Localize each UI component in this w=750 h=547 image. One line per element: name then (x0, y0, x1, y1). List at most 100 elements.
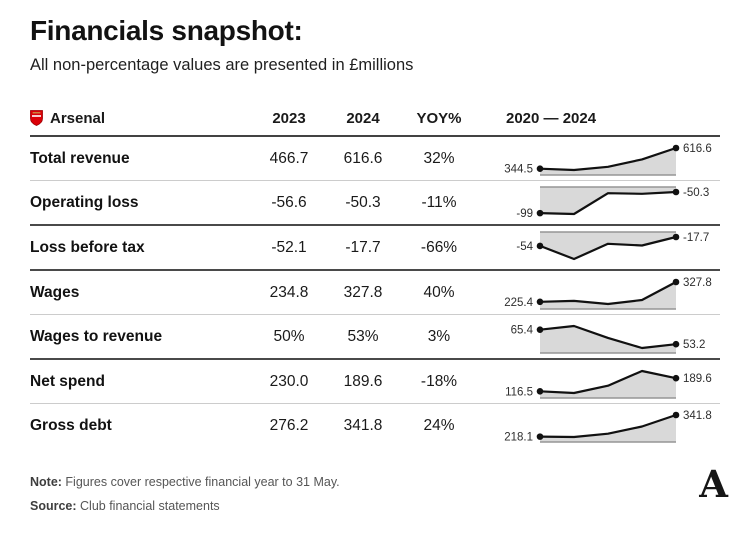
sparkline-line (539, 413, 677, 438)
value-2023: -56.6 (271, 193, 307, 211)
sparkline-area (540, 370, 676, 398)
sparkline-chart: 344.5 616.6 (504, 143, 712, 176)
metric-label: Operating loss (30, 193, 139, 211)
sparkline-cell: 344.5 616.6 (478, 137, 720, 180)
value-yoy: -18% (420, 372, 458, 390)
page-title: Financials snapshot: (30, 15, 303, 46)
row-divider-thin (30, 403, 720, 405)
value-2024: -17.7 (345, 238, 381, 256)
sparkline-line (539, 280, 677, 305)
table-body: Total revenue 466.7 616.6 32% 344.5 616.6 Oper… (30, 137, 720, 447)
sparkline-start-label: -54 (516, 241, 533, 253)
value-2024: 53% (347, 327, 379, 345)
sparkline-end-label: -50.3 (683, 187, 709, 199)
arsenal-crest-icon (30, 110, 43, 127)
source-line: Source: Club financial statements (30, 495, 720, 519)
club-header: Arsenal (30, 110, 252, 127)
sparkline-start-label: 344.5 (504, 164, 533, 176)
sparkline-chart: 218.1 341.8 (504, 410, 712, 444)
sparkline-start-dot (536, 165, 544, 172)
metric-label: Total revenue (30, 149, 130, 167)
sparkline-end-dot (672, 278, 680, 286)
column-header-range: 2020 — 2024 (506, 109, 597, 127)
sparkline-area (540, 414, 676, 442)
sparkline-chart: -99 -50.3 (516, 186, 709, 220)
footer-notes: Note: Figures cover respective financial… (30, 471, 720, 519)
value-2024: 327.8 (343, 283, 383, 301)
sparkline-line (539, 190, 677, 215)
metric-label: Wages to revenue (30, 327, 163, 345)
value-2023: 276.2 (269, 416, 309, 434)
financials-table: Arsenal 2023 2024 YOY% 2020 — 2024 Total… (30, 101, 720, 447)
sparkline-start-dot (536, 433, 544, 440)
sparkline-end-label: -17.7 (683, 232, 709, 244)
source-text: Club financial statements (76, 499, 220, 514)
metric-label: Wages (30, 283, 80, 301)
value-2023: 234.8 (269, 283, 309, 301)
table-row: Loss before tax -52.1 -17.7 -66% -54 -17.7 (30, 226, 720, 269)
sparkline-chart: 225.4 327.8 (504, 277, 712, 310)
value-2024: 616.6 (343, 149, 383, 167)
sparkline-chart: -54 -17.7 (516, 231, 709, 260)
sparkline-area (540, 325, 676, 353)
sparkline-area (540, 231, 676, 259)
value-2024: 189.6 (343, 372, 383, 390)
sparkline-end-dot (672, 374, 680, 382)
row-divider-thin (30, 180, 720, 182)
sparkline-line (539, 146, 677, 171)
sparkline-start-label: 225.4 (504, 297, 533, 309)
note-text: Figures cover respective financial year … (61, 475, 340, 490)
sparkline-chart: 65.4 53.2 (511, 325, 705, 354)
financials-snapshot-card: Financials snapshot: All non-percentage … (0, 16, 750, 519)
metric-label: Gross debt (30, 416, 112, 434)
row-divider-thin (30, 314, 720, 316)
sparkline-end-label: 341.8 (683, 410, 712, 422)
value-yoy: 40% (423, 283, 455, 301)
sparkline-start-dot (536, 326, 544, 333)
row-divider-thick (30, 269, 720, 272)
value-yoy: -11% (421, 193, 457, 211)
club-name: Arsenal (50, 109, 106, 127)
table-row: Operating loss -56.6 -50.3 -11% -99 -50.3 (30, 181, 720, 224)
sparkline-start-label: 116.5 (505, 386, 533, 398)
sparkline-line (539, 369, 677, 394)
value-2023: 466.7 (269, 149, 309, 167)
value-2023: -52.1 (271, 238, 307, 256)
sparkline-line (539, 235, 677, 260)
sparkline-end-label: 616.6 (683, 143, 712, 155)
sparkline-end-dot (672, 411, 680, 419)
sparkline-end-dot (672, 340, 680, 348)
sparkline-cell: 65.4 53.2 (478, 315, 720, 358)
sparkline-chart: 116.5 189.6 (505, 369, 712, 399)
header-divider (30, 135, 720, 138)
value-yoy: -66% (420, 238, 458, 256)
sparkline-start-dot (536, 387, 544, 395)
sparkline-start-label: -99 (516, 208, 533, 220)
source-label: Source: (30, 499, 77, 514)
value-yoy: 32% (423, 149, 455, 167)
sparkline-area (540, 147, 676, 175)
sparkline-cell: 218.1 341.8 (478, 404, 720, 447)
table-row: Net spend 230.0 189.6 -18% 116.5 189.6 (30, 360, 720, 403)
table-header-row: Arsenal 2023 2024 YOY% 2020 — 2024 (30, 101, 720, 135)
sparkline-start-dot (536, 209, 544, 217)
table-row: Wages 234.8 327.8 40% 225.4 327.8 (30, 271, 720, 314)
sparkline-area (540, 186, 676, 214)
athletic-logo: A (699, 462, 728, 506)
sparkline-cell: -99 -50.3 (478, 181, 720, 224)
sparkline-cell: 225.4 327.8 (478, 271, 720, 314)
sparkline-end-dot (672, 233, 680, 241)
sparkline-end-label: 53.2 (683, 339, 705, 351)
sparkline-end-label: 189.6 (683, 373, 712, 385)
sparkline-end-dot (672, 144, 680, 152)
sparkline-cell: -54 -17.7 (478, 226, 720, 269)
sparkline-end-label: 327.8 (683, 277, 712, 289)
note-line: Note: Figures cover respective financial… (30, 471, 720, 495)
row-divider-thick (30, 224, 720, 227)
sparkline-start-label: 218.1 (504, 432, 533, 444)
value-2024: -50.3 (345, 193, 381, 211)
table-row: Wages to revenue 50% 53% 3% 65.4 53.2 (30, 315, 720, 358)
sparkline-start-dot (536, 298, 544, 305)
row-divider-thick (30, 358, 720, 361)
metric-label: Loss before tax (30, 238, 145, 256)
